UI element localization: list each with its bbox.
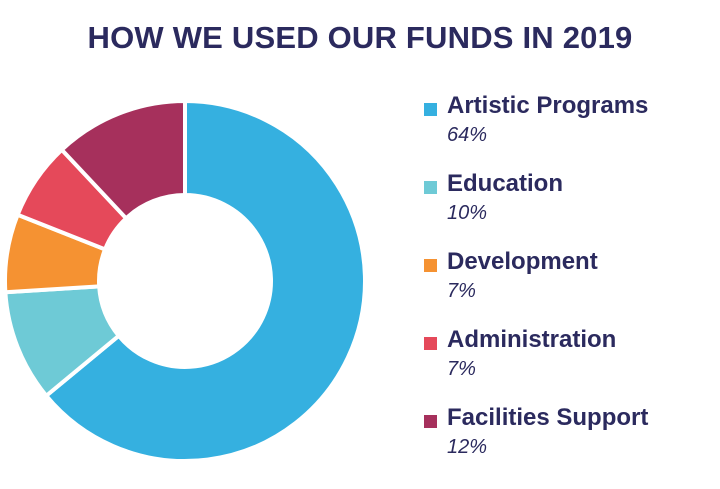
donut-slice-artistic-programs <box>44 99 367 463</box>
legend-swatch <box>424 259 437 272</box>
legend-item-administration: Administration 7% <box>424 326 714 404</box>
legend-item-facilities-support: Facilities Support 12% <box>424 404 714 482</box>
chart-title: HOW WE USED OUR FUNDS IN 2019 <box>87 20 633 55</box>
legend-item-development: Development 7% <box>424 248 714 326</box>
legend-value: 12% <box>447 436 488 458</box>
legend-label: Development <box>447 248 598 275</box>
legend-swatch <box>424 337 437 350</box>
legend-item-artistic-programs: Artistic Programs 64% <box>424 92 714 170</box>
legend-item-education: Education 10% <box>424 170 714 248</box>
legend-label: Administration <box>447 326 617 353</box>
legend-value: 7% <box>447 358 476 380</box>
legend-swatch <box>424 415 437 428</box>
legend: Artistic Programs 64% Education 10% Deve… <box>424 92 714 482</box>
legend-label: Education <box>447 170 564 197</box>
legend-swatch <box>424 103 437 116</box>
legend-label: Facilities Support <box>447 404 649 431</box>
legend-label: Artistic Programs <box>447 92 649 119</box>
legend-value: 10% <box>447 202 488 224</box>
donut-chart <box>3 99 367 463</box>
legend-swatch <box>424 181 437 194</box>
legend-value: 7% <box>447 280 476 302</box>
legend-value: 64% <box>447 124 488 146</box>
donut-slice-facilities-support <box>59 99 187 221</box>
